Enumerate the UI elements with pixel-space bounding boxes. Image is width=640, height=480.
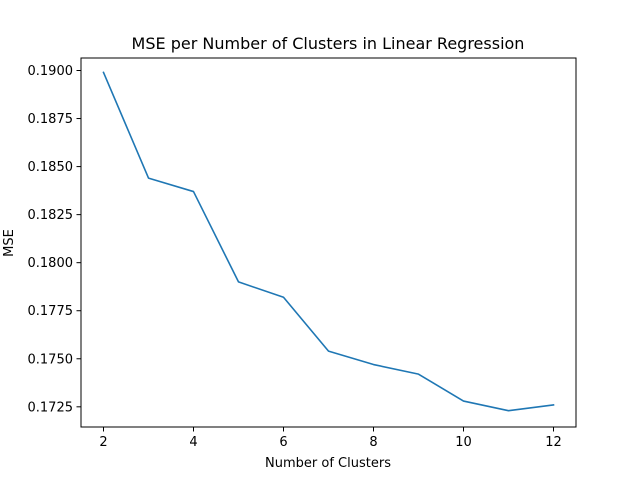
y-axis-title: MSE: [2, 229, 17, 257]
y-tick-label: 0.1775: [28, 304, 74, 319]
x-tick-label: 2: [99, 435, 107, 450]
x-tick-label: 4: [189, 435, 197, 450]
y-tick-label: 0.1800: [28, 256, 74, 271]
y-tick-label: 0.1825: [28, 208, 74, 223]
y-tick-label: 0.1750: [28, 352, 74, 367]
x-tick-label: 12: [545, 435, 562, 450]
x-tick-label: 8: [369, 435, 377, 450]
chart-title: MSE per Number of Clusters in Linear Reg…: [132, 34, 525, 53]
y-tick-label: 0.1850: [28, 160, 74, 175]
x-tick-label: 10: [455, 435, 472, 450]
y-tick-label: 0.1725: [28, 400, 74, 415]
y-tick-label: 0.1900: [28, 64, 74, 79]
x-tick-label: 6: [279, 435, 287, 450]
x-axis-title: Number of Clusters: [265, 456, 391, 471]
plot-frame: [80, 57, 577, 428]
plot-area: 2 4 6 8 10 12 0.1725 0.1750 0.1775 0.1800 0.1825 0.…: [28, 57, 577, 450]
y-tick-label: 0.1875: [28, 112, 74, 127]
series-line-0: [102, 71, 555, 412]
